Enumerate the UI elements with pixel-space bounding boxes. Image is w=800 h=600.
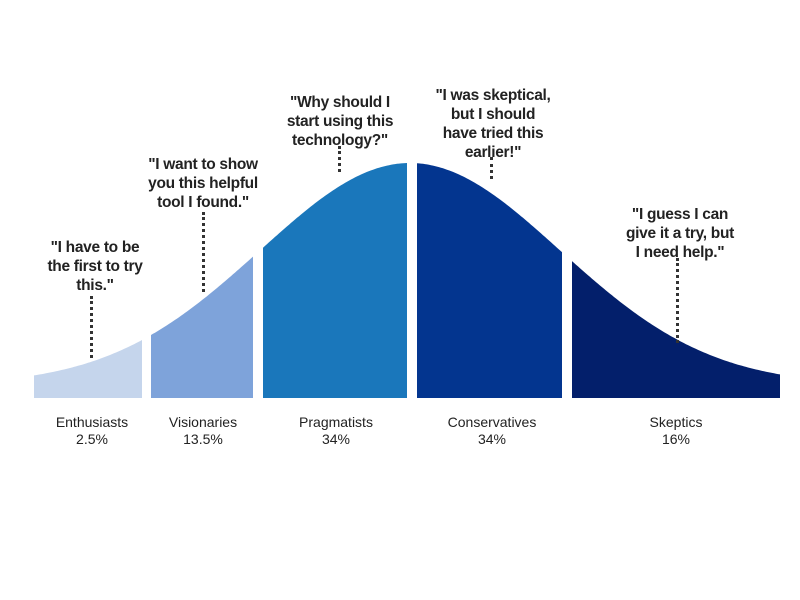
label-conservatives: Conservatives 34%	[432, 414, 552, 448]
category-name: Enthusiasts	[55, 414, 129, 430]
category-percent: 34%	[321, 431, 351, 447]
category-name: Conservatives	[447, 414, 537, 430]
category-percent: 16%	[661, 431, 691, 447]
dotted-leader-skeptics	[676, 258, 679, 343]
label-skeptics: Skeptics 16%	[616, 414, 736, 448]
dotted-leader-visionaries	[202, 212, 205, 292]
segment-pragmatists	[263, 163, 407, 398]
dotted-leader-enthusiasts	[90, 296, 93, 358]
label-enthusiasts: Enthusiasts 2.5%	[32, 414, 152, 448]
quote-pragmatists: "Why should I start using this technolog…	[286, 94, 394, 149]
quote-visionaries: "I want to show you this helpful tool I …	[148, 156, 258, 211]
label-pragmatists: Pragmatists 34%	[276, 414, 396, 448]
label-visionaries: Visionaries 13.5%	[143, 414, 263, 448]
category-percent: 13.5%	[183, 431, 223, 447]
segment-visionaries	[151, 256, 253, 398]
quote-enthusiasts: "I have to be the first to try this."	[47, 239, 143, 294]
category-percent: 34%	[477, 431, 507, 447]
segment-skeptics	[572, 261, 780, 398]
category-name: Skeptics	[649, 414, 703, 430]
category-percent: 2.5%	[76, 431, 108, 447]
quote-skeptics: "I guess I can give it a try, but I need…	[626, 206, 734, 261]
segment-conservatives	[417, 163, 562, 398]
dotted-leader-pragmatists	[338, 146, 341, 172]
dotted-leader-conservatives	[490, 157, 493, 179]
category-name: Pragmatists	[299, 414, 373, 430]
category-name: Visionaries	[168, 414, 238, 430]
quote-conservatives: "I was skeptical, but I should have trie…	[435, 87, 551, 161]
segment-enthusiasts	[34, 340, 142, 398]
